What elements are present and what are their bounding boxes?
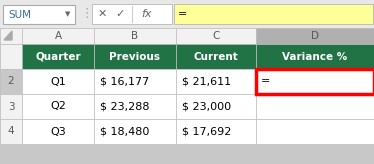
Bar	[3, 5, 75, 24]
Text: Variance %: Variance %	[282, 51, 347, 62]
Text: 3: 3	[8, 102, 14, 112]
Bar	[176, 94, 256, 119]
Text: fx: fx	[142, 9, 152, 19]
Text: ⋮: ⋮	[80, 8, 92, 20]
Bar	[22, 44, 94, 69]
Bar	[0, 119, 22, 144]
Text: C: C	[212, 31, 220, 41]
Text: Quarter: Quarter	[35, 51, 81, 62]
Text: Q3: Q3	[50, 126, 66, 136]
Bar	[176, 44, 256, 69]
Text: $ 18,480: $ 18,480	[100, 126, 149, 136]
Bar	[256, 28, 374, 44]
Bar	[0, 69, 22, 94]
Bar	[176, 28, 256, 44]
Text: ✕: ✕	[97, 9, 107, 19]
Bar	[256, 44, 374, 69]
Bar	[0, 0, 374, 28]
Bar	[94, 44, 176, 69]
Bar	[92, 4, 172, 24]
Bar	[0, 28, 22, 44]
Bar	[22, 69, 94, 94]
Text: ✓: ✓	[115, 9, 125, 19]
Bar	[176, 69, 256, 94]
Text: $ 17,692: $ 17,692	[182, 126, 232, 136]
Bar	[256, 69, 374, 94]
Text: $ 23,000: $ 23,000	[182, 102, 231, 112]
Text: ▼: ▼	[65, 11, 70, 18]
Text: 4: 4	[8, 126, 14, 136]
Polygon shape	[4, 31, 12, 40]
Bar	[0, 94, 22, 119]
Text: B: B	[131, 31, 138, 41]
Bar	[94, 28, 176, 44]
Bar	[94, 69, 176, 94]
Bar	[22, 28, 94, 44]
Text: $ 21,611: $ 21,611	[182, 76, 231, 86]
Text: Q2: Q2	[50, 102, 66, 112]
Text: Q1: Q1	[50, 76, 66, 86]
Text: 2: 2	[8, 76, 14, 86]
Text: =: =	[261, 76, 270, 86]
Bar	[256, 119, 374, 144]
Text: SUM: SUM	[8, 10, 31, 20]
Bar	[22, 119, 94, 144]
Bar	[256, 69, 374, 94]
Text: $ 23,288: $ 23,288	[100, 102, 150, 112]
Text: Current: Current	[194, 51, 238, 62]
Text: A: A	[55, 31, 62, 41]
Bar	[174, 4, 373, 24]
Text: $ 16,177: $ 16,177	[100, 76, 149, 86]
Bar	[94, 119, 176, 144]
Text: Previous: Previous	[110, 51, 160, 62]
Text: =: =	[178, 9, 187, 19]
Bar	[0, 44, 22, 69]
Bar	[256, 94, 374, 119]
Bar	[94, 94, 176, 119]
Text: D: D	[311, 31, 319, 41]
Bar	[22, 94, 94, 119]
Bar	[176, 119, 256, 144]
